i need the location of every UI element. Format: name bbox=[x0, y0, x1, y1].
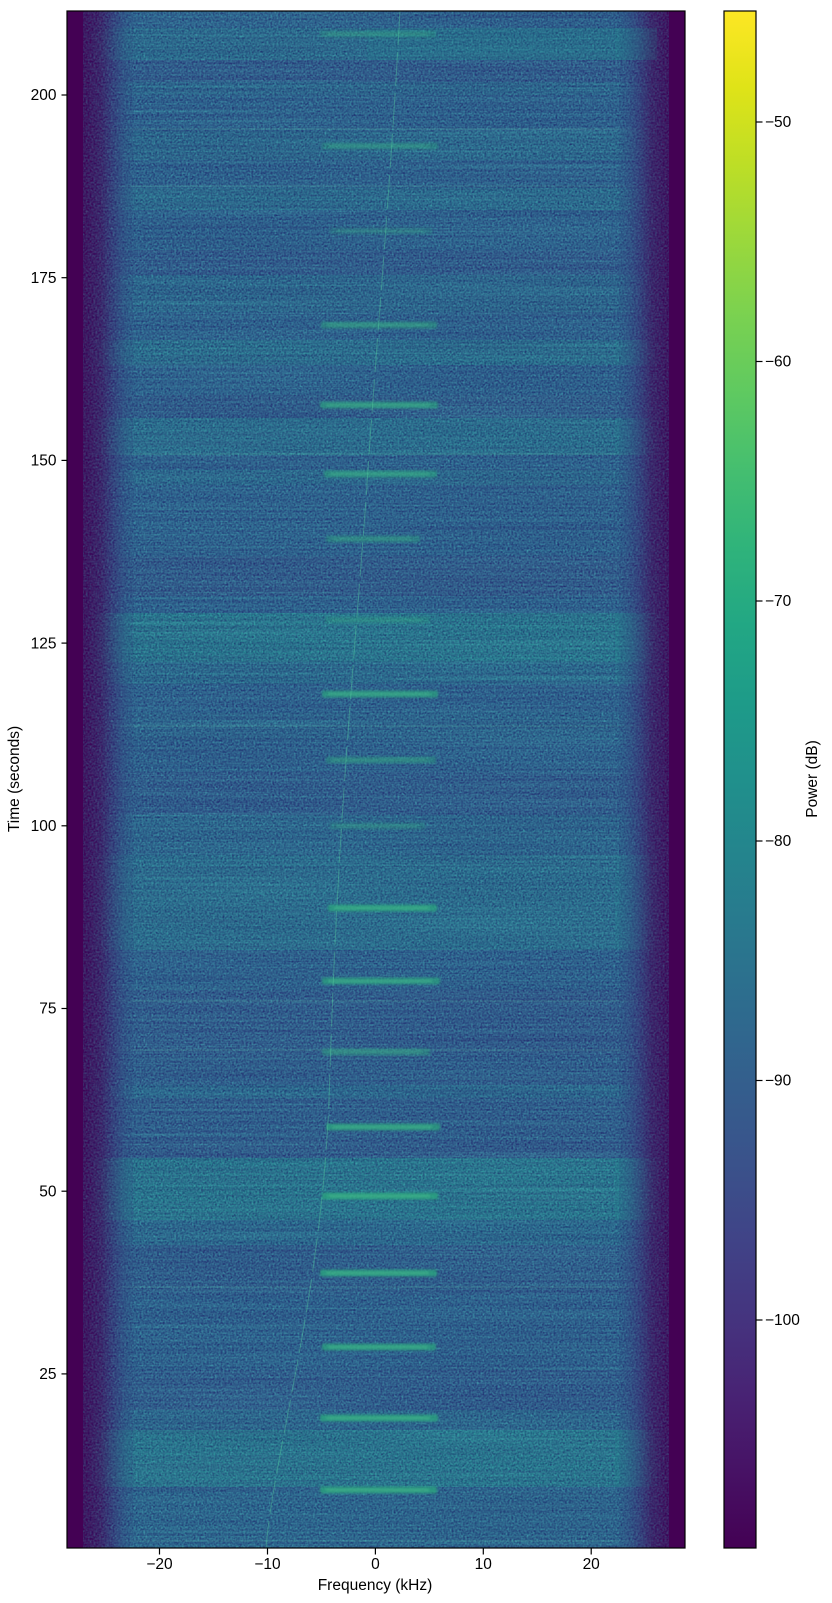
svg-text:−20: −20 bbox=[146, 1556, 173, 1573]
svg-text:−90: −90 bbox=[765, 1073, 792, 1090]
svg-text:125: 125 bbox=[31, 635, 57, 652]
svg-text:150: 150 bbox=[31, 453, 57, 470]
svg-text:−50: −50 bbox=[765, 114, 792, 131]
svg-text:20: 20 bbox=[583, 1556, 601, 1573]
svg-text:75: 75 bbox=[39, 1001, 56, 1018]
svg-text:−10: −10 bbox=[254, 1556, 281, 1573]
svg-text:175: 175 bbox=[31, 270, 57, 287]
svg-text:Time (seconds): Time (seconds) bbox=[6, 726, 23, 832]
svg-text:−100: −100 bbox=[765, 1312, 800, 1329]
svg-text:50: 50 bbox=[39, 1183, 57, 1200]
svg-text:Frequency (kHz): Frequency (kHz) bbox=[318, 1577, 433, 1594]
svg-text:−60: −60 bbox=[765, 354, 792, 371]
svg-text:10: 10 bbox=[475, 1556, 493, 1573]
svg-text:200: 200 bbox=[31, 87, 57, 104]
svg-text:−70: −70 bbox=[765, 593, 792, 610]
svg-text:100: 100 bbox=[31, 818, 57, 835]
svg-text:−80: −80 bbox=[765, 833, 792, 850]
svg-text:25: 25 bbox=[39, 1366, 56, 1383]
svg-text:0: 0 bbox=[371, 1556, 380, 1573]
svg-text:Power (dB): Power (dB) bbox=[804, 740, 821, 818]
